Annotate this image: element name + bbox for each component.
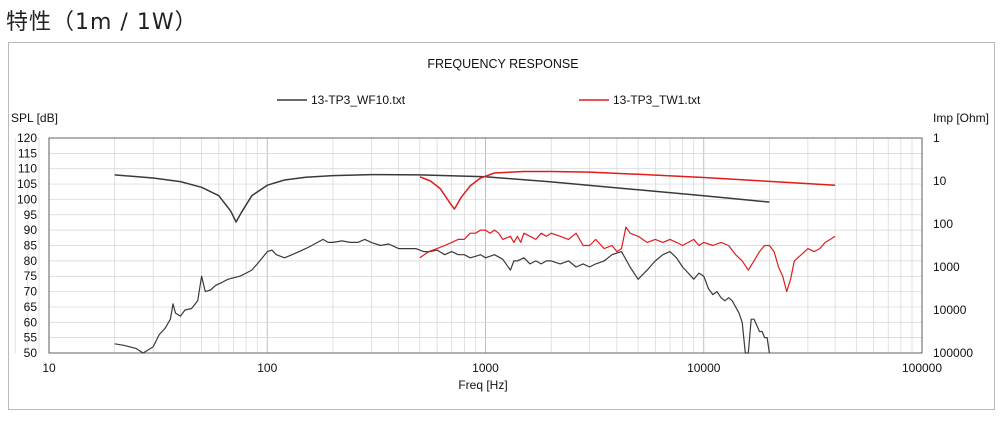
y2-tick-label: 100	[933, 217, 953, 231]
frequency-response-chart: FREQUENCY RESPONSE 13-TP3_WF10.txt 13-TP…	[9, 43, 994, 409]
series-line-tw1-impedance	[420, 172, 835, 210]
y2-tick-label: 1	[933, 131, 940, 145]
y-tick-label: 75	[24, 269, 38, 283]
series-layer	[115, 172, 835, 354]
y-tick-label: 90	[24, 223, 38, 237]
series-line-wf10-spl	[115, 239, 770, 353]
y2-tick-label: 10	[933, 174, 947, 188]
x-tick-label: 10	[42, 361, 56, 375]
y-tick-label: 65	[24, 300, 38, 314]
y-tick-label: 55	[24, 331, 38, 345]
grid-layer	[9, 138, 922, 353]
labels-layer: FREQUENCY RESPONSE 13-TP3_WF10.txt 13-TP…	[11, 57, 989, 392]
y2-tick-label: 1000	[933, 260, 960, 274]
page-heading: 特性（1m / 1W）	[6, 4, 198, 36]
y-tick-label: 100	[17, 192, 37, 206]
x-tick-label: 10000	[687, 361, 721, 375]
x-tick-label: 100	[257, 361, 277, 375]
legend-label-tw1: 13-TP3_TW1.txt	[613, 93, 701, 107]
y-axis-right-label: Imp [Ohm]	[933, 111, 989, 125]
y-tick-label: 105	[17, 177, 37, 191]
y-tick-label: 70	[24, 285, 38, 299]
legend-label-wf10: 13-TP3_WF10.txt	[311, 93, 406, 107]
y-tick-label: 80	[24, 254, 38, 268]
x-tick-label: 1000	[472, 361, 499, 375]
y-tick-label: 85	[24, 239, 38, 253]
y-tick-label: 115	[18, 146, 37, 160]
y-tick-label: 60	[24, 315, 38, 329]
y-tick-label: 120	[17, 131, 37, 145]
y2-tick-label: 10000	[933, 303, 967, 317]
y-axis-left-label: SPL [dB]	[11, 111, 58, 125]
y-tick-label: 95	[24, 208, 38, 222]
y2-tick-label: 100000	[933, 346, 973, 360]
chart-title: FREQUENCY RESPONSE	[427, 57, 578, 71]
y-tick-label: 110	[18, 162, 37, 176]
x-tick-label: 100000	[902, 361, 942, 375]
y-tick-label: 50	[24, 346, 38, 360]
series-line-tw1-spl	[420, 227, 835, 292]
x-axis-label: Freq [Hz]	[458, 378, 507, 392]
chart-frame: FREQUENCY RESPONSE 13-TP3_WF10.txt 13-TP…	[8, 42, 995, 410]
